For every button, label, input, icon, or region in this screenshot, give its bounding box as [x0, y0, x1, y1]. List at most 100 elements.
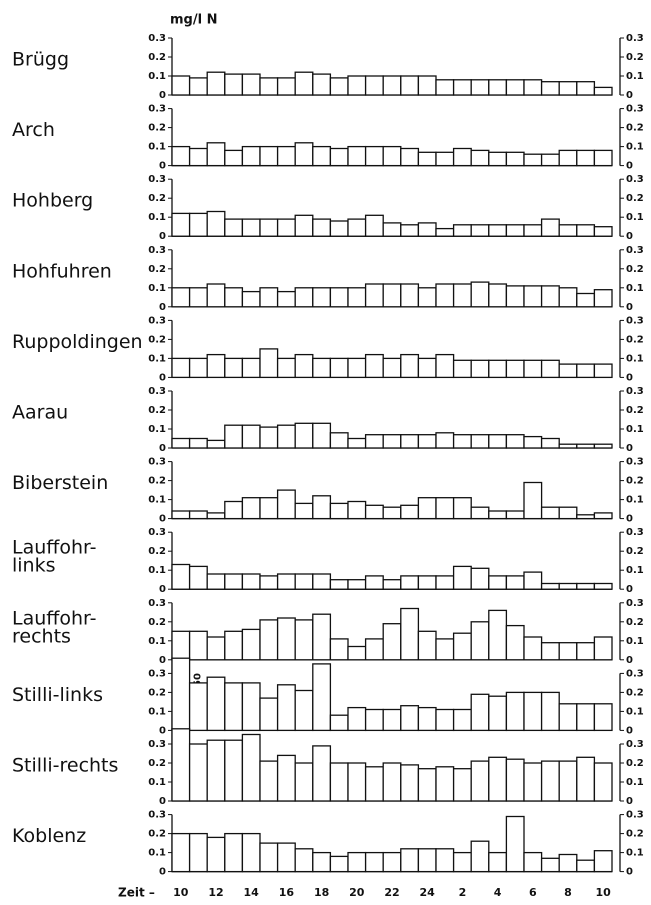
bar [171, 832, 191, 873]
bar [224, 573, 244, 590]
bar [400, 434, 420, 449]
bar [329, 502, 349, 520]
station-name: rechts [12, 625, 71, 647]
bar [417, 434, 437, 449]
bar [312, 73, 332, 96]
y-tick-label-right: 0.1 [626, 212, 644, 223]
y-tick-label: 0.2 [148, 334, 166, 345]
bar [505, 79, 525, 96]
bar [523, 851, 543, 873]
bar [470, 224, 490, 237]
bar [347, 218, 367, 237]
bar [523, 481, 543, 520]
y-tick-label: 0.3 [148, 104, 166, 115]
bar [593, 443, 613, 449]
y-tick-label: 0.1 [148, 495, 166, 506]
y-tick-label-right: 0.3 [626, 386, 644, 397]
bar [435, 227, 455, 237]
bar [294, 353, 314, 379]
bar [488, 283, 508, 308]
bar [470, 760, 490, 802]
bar [224, 357, 244, 379]
y-tick-label: 0.2 [148, 264, 166, 275]
y-tick-label: 0.2 [148, 758, 166, 769]
bar [576, 703, 596, 732]
bar [188, 437, 208, 449]
bar [241, 357, 261, 379]
y-tick-label: 0.2 [148, 617, 166, 628]
bar [259, 619, 279, 661]
bar [312, 357, 332, 379]
bar [470, 621, 490, 661]
bar [382, 708, 402, 732]
bar [206, 676, 226, 732]
x-tick-label: 6 [529, 886, 537, 899]
y-tick-label-right: 0.1 [626, 71, 644, 82]
bar [188, 630, 208, 661]
bar [206, 739, 226, 802]
y-tick-label: 0 [159, 584, 166, 595]
bar [259, 218, 279, 237]
bar [523, 359, 543, 379]
y-tick-label-right: 0.3 [626, 33, 644, 44]
bar [435, 575, 455, 590]
bar [347, 851, 367, 873]
y-tick-label-right: 0.1 [626, 142, 644, 153]
bar [312, 573, 332, 590]
bar [294, 573, 314, 590]
bar [241, 573, 261, 590]
bar [312, 745, 332, 802]
y-tick-label-right: 0.3 [626, 527, 644, 538]
bar [400, 504, 420, 520]
y-tick-label-right: 0 [626, 161, 633, 172]
y-tick-label-right: 0.2 [626, 546, 644, 557]
y-tick-label: 0.3 [148, 598, 166, 609]
bar [488, 359, 508, 379]
bar [364, 851, 384, 873]
bar [505, 510, 525, 520]
bar [593, 850, 613, 873]
bar [435, 151, 455, 167]
bar [224, 218, 244, 237]
y-tick-label: 0 [159, 231, 166, 242]
bar [505, 758, 525, 802]
bar [329, 77, 349, 96]
bar [224, 287, 244, 308]
bar [400, 575, 420, 590]
y-tick-label: 0.1 [148, 565, 166, 576]
x-tick-label: 12 [208, 886, 223, 899]
bar [576, 149, 596, 167]
bar [540, 285, 560, 308]
y-tick-label-right: 0.1 [626, 636, 644, 647]
bar [382, 75, 402, 96]
station-name: Ruppoldingen [12, 331, 143, 353]
bar [576, 224, 596, 237]
bar [576, 292, 596, 308]
bar [188, 565, 208, 590]
bar [470, 567, 490, 590]
bar [470, 693, 490, 732]
bar [523, 571, 543, 590]
bar [312, 495, 332, 520]
station-name: Stilli-rechts [12, 755, 118, 777]
bar [417, 222, 437, 237]
y-tick-label: 0.3 [148, 33, 166, 44]
y-tick-label: 0.1 [148, 636, 166, 647]
y-tick-label-right: 0.2 [626, 829, 644, 840]
bar [347, 500, 367, 520]
bar [417, 287, 437, 308]
bar [382, 222, 402, 237]
bar [241, 682, 261, 732]
bar [452, 565, 472, 590]
bar [488, 79, 508, 96]
y-tick-label: 0.2 [148, 52, 166, 63]
bar [452, 147, 472, 167]
bar [452, 632, 472, 661]
bar [276, 754, 296, 802]
bar [523, 153, 543, 167]
bar [312, 218, 332, 237]
bar [329, 638, 349, 661]
bar [593, 703, 613, 732]
bar [382, 623, 402, 661]
bar [188, 287, 208, 308]
